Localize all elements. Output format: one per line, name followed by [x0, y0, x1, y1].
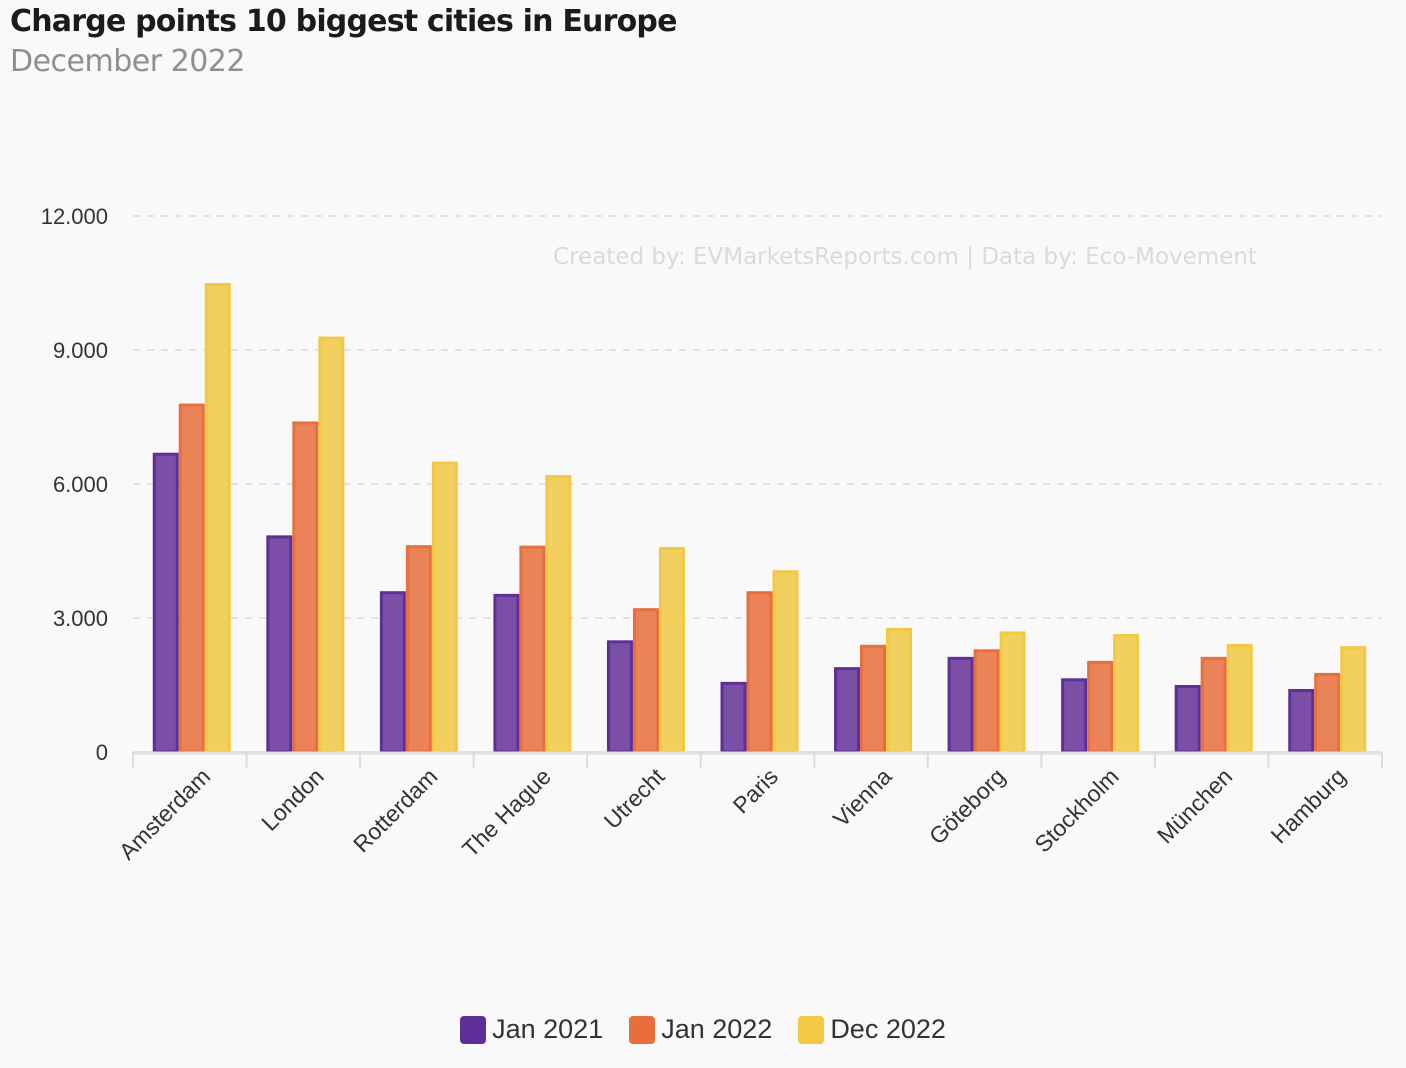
x-axis-labels: Amsterdam London Rotterdam The Hague Utrecht… [114, 763, 1351, 865]
bar-jan-2022-amsterdam[interactable] [178, 403, 205, 754]
x-tick-label: Amsterdam [114, 763, 216, 865]
legend-item-jan-2022[interactable]: Jan 2022 [629, 1014, 772, 1045]
legend-swatch [798, 1015, 825, 1044]
y-tick-label: 0 [96, 740, 108, 765]
bar-jan-2022-rotterdam[interactable] [405, 545, 432, 754]
bar-jan-2021-münchen[interactable] [1174, 685, 1201, 754]
bar-dec-2022-rotterdam[interactable] [431, 461, 458, 754]
bar-jan-2021-utrecht[interactable] [606, 640, 633, 754]
x-tick-label: Hamburg [1265, 763, 1350, 848]
bar-jan-2021-amsterdam[interactable] [152, 452, 179, 754]
x-tick-label: München [1152, 763, 1237, 848]
bar-dec-2022-amsterdam[interactable] [204, 283, 231, 754]
bar-jan-2021-stockholm[interactable] [1061, 678, 1088, 754]
y-tick-label: 9.000 [53, 338, 108, 363]
chart-subtitle: December 2022 [10, 44, 245, 79]
x-tick-label: Stockholm [1029, 763, 1123, 857]
legend-label: Dec 2022 [830, 1014, 946, 1044]
bar-jan-2022-vienna[interactable] [860, 644, 887, 754]
y-tick-label: 6.000 [53, 472, 108, 497]
bar-jan-2021-göteborg[interactable] [947, 656, 974, 754]
x-tick-label: The Hague [457, 763, 556, 862]
bar-jan-2021-paris[interactable] [720, 681, 747, 754]
legend-label: Jan 2021 [492, 1014, 604, 1044]
x-axis [132, 751, 1383, 768]
legend-item-jan-2021[interactable]: Jan 2021 [460, 1014, 603, 1045]
bar-dec-2022-göteborg[interactable] [999, 631, 1026, 754]
x-tick-label: Vienna [828, 763, 897, 832]
legend-label: Jan 2022 [661, 1014, 773, 1044]
bar-jan-2022-london[interactable] [292, 421, 319, 754]
bar-jan-2021-the-hague[interactable] [493, 593, 520, 754]
bar-jan-2022-göteborg[interactable] [973, 649, 1000, 754]
bar-dec-2022-paris[interactable] [772, 570, 799, 754]
legend-swatch [629, 1015, 656, 1044]
x-tick-label: Rotterdam [348, 763, 442, 857]
legend-item-dec-2022[interactable]: Dec 2022 [798, 1014, 946, 1045]
chart-title: Charge points 10 biggest cities in Europ… [10, 4, 677, 39]
x-tick-label: Paris [728, 763, 783, 818]
watermark: Created by: EVMarketsReports.com | Data … [553, 244, 1257, 270]
x-tick-label: Utrecht [599, 763, 670, 834]
bar-jan-2022-the-hague[interactable] [519, 545, 546, 754]
bar-dec-2022-the-hague[interactable] [545, 475, 572, 754]
legend: Jan 2021 Jan 2022 Dec 2022 [0, 1014, 1406, 1045]
y-tick-label: 12.000 [41, 204, 108, 229]
bar-jan-2022-hamburg[interactable] [1314, 672, 1341, 754]
x-tick-label: Göteborg [924, 763, 1010, 849]
bar-dec-2022-münchen[interactable] [1226, 643, 1253, 754]
bar-jan-2021-rotterdam[interactable] [379, 591, 406, 754]
x-tick-label: London [256, 763, 329, 836]
bar-dec-2022-stockholm[interactable] [1113, 634, 1140, 754]
bar-jan-2022-paris[interactable] [746, 591, 773, 754]
y-tick-label: 3.000 [53, 606, 108, 631]
bars [152, 283, 1367, 754]
bar-jan-2021-vienna[interactable] [834, 667, 861, 754]
bar-jan-2022-münchen[interactable] [1200, 656, 1227, 754]
legend-swatch [460, 1015, 487, 1044]
bar-jan-2021-hamburg[interactable] [1288, 689, 1315, 754]
bar-dec-2022-utrecht[interactable] [658, 546, 685, 754]
bar-jan-2021-london[interactable] [266, 535, 293, 754]
bar-dec-2022-hamburg[interactable] [1340, 646, 1367, 754]
bar-jan-2022-stockholm[interactable] [1087, 660, 1114, 754]
bar-dec-2022-vienna[interactable] [886, 627, 913, 754]
bar-dec-2022-london[interactable] [318, 336, 345, 754]
bar-jan-2022-utrecht[interactable] [632, 608, 659, 754]
y-axis-ticks: 0 3.000 6.000 9.000 12.000 [41, 204, 108, 765]
